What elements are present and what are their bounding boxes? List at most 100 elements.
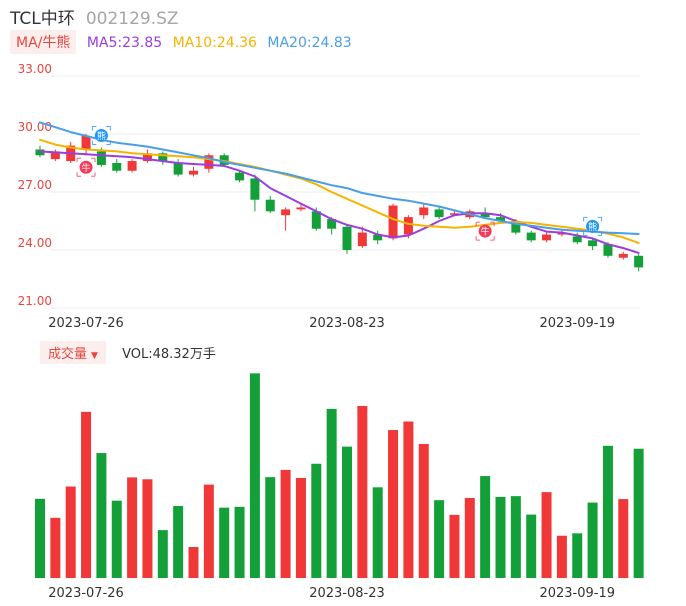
candle-body: [265, 199, 275, 212]
candle-body: [311, 211, 321, 229]
candle-body: [542, 234, 552, 241]
bear-icon: 熊: [583, 216, 603, 236]
volume-bar: [434, 500, 445, 578]
volume-bar: [234, 506, 245, 578]
candle-body: [127, 161, 137, 171]
marker-badge: [79, 160, 93, 174]
volume-bar: [326, 408, 337, 578]
x-date-label: 2023-09-19: [539, 586, 615, 601]
ma5-line: [39, 150, 640, 254]
volume-bar: [541, 492, 552, 578]
candle-body: [572, 236, 582, 243]
bear-icon: 熊: [91, 126, 111, 146]
volume-legend: 成交量 ▼ VOL:48.32万手: [40, 341, 216, 364]
x-date-label: 2023-07-26: [48, 316, 124, 331]
candle-body: [204, 155, 214, 169]
candle-body: [373, 234, 383, 241]
y-tick-label: 27.00: [18, 178, 52, 192]
candle-body: [526, 232, 536, 241]
ma-type-selector[interactable]: MA/牛熊: [10, 30, 77, 54]
volume-bar: [157, 530, 168, 578]
x-date-label: 2023-08-23: [309, 316, 385, 331]
volume-bar: [35, 498, 45, 578]
candle-body: [419, 207, 429, 216]
caret-down-icon: ▼: [91, 351, 98, 361]
stock-name: TCL中环: [10, 9, 75, 29]
volume-bar: [342, 446, 352, 578]
volume-bar: [480, 476, 491, 578]
volume-bar: [510, 496, 521, 578]
x-date-label: 2023-08-23: [309, 586, 385, 601]
volume-type-label: 成交量: [48, 347, 88, 362]
ma5-label: MA5:23.85: [86, 35, 163, 51]
candle-body: [235, 172, 245, 181]
x-date-label: 2023-07-26: [48, 586, 124, 601]
volume-bar: [280, 469, 291, 578]
marker-label: 牛: [481, 226, 490, 238]
candle-body: [618, 253, 628, 258]
candle-body: [81, 135, 91, 150]
ma-legend: MA/牛熊 MA5:23.85 MA10:24.36 MA20:24.83: [10, 30, 352, 54]
candle-body: [96, 151, 106, 165]
candle-body: [296, 207, 306, 210]
ma20-line: [39, 121, 640, 235]
stock-code: 002129.SZ: [85, 9, 179, 29]
volume-bar: [265, 477, 276, 578]
candle-body: [189, 170, 198, 175]
candle-body: [496, 217, 505, 221]
volume-bar: [249, 373, 260, 578]
candle-body: [342, 226, 352, 250]
candle-body: [158, 153, 168, 162]
volume-bar: [449, 514, 460, 578]
volume-type-selector[interactable]: 成交量 ▼: [40, 341, 106, 364]
y-tick-label: 33.00: [18, 62, 52, 76]
marker-label: 牛: [82, 162, 91, 174]
candle-body: [50, 151, 60, 160]
candle-body: [603, 244, 613, 256]
ma10-line: [39, 138, 640, 244]
volume-bar: [219, 507, 230, 578]
y-tick-label: 21.00: [18, 294, 52, 308]
volume-bar: [65, 486, 76, 578]
candle-body: [250, 178, 260, 200]
marker-badge: [586, 219, 600, 233]
marker-badge: [94, 129, 108, 143]
candle-body: [403, 217, 413, 235]
volume-bar: [587, 502, 598, 578]
candle-body: [327, 219, 337, 229]
volume-bar: [526, 514, 537, 578]
candle-body: [634, 255, 644, 268]
bull-icon: 牛: [475, 221, 495, 241]
volume-bar: [618, 499, 629, 578]
volume-bar: [203, 484, 214, 578]
volume-bar: [495, 496, 506, 578]
volume-bar: [96, 453, 107, 578]
volume-bar: [357, 405, 368, 578]
volume-bar: [127, 477, 138, 578]
candle-body: [434, 209, 444, 218]
volume-bar: [311, 463, 322, 578]
y-tick-label: 24.00: [18, 236, 52, 250]
volume-bar: [403, 421, 414, 578]
volume-bar: [572, 533, 583, 578]
volume-bar: [372, 487, 383, 578]
marker-badge: [478, 224, 492, 238]
candle-body: [449, 213, 459, 215]
volume-bar: [81, 411, 92, 578]
ma10-label: MA10:24.36: [172, 35, 257, 51]
volume-bar: [173, 506, 184, 578]
y-tick-label: 30.00: [18, 120, 52, 134]
candle-body: [388, 205, 398, 239]
candle-body: [173, 163, 183, 175]
volume-bar: [633, 448, 644, 578]
bull-icon: 牛: [76, 157, 96, 177]
volume-bar: [556, 535, 567, 578]
marker-label: 熊: [97, 130, 106, 142]
candle-body: [357, 232, 367, 247]
volume-value: VOL:48.32万手: [122, 347, 216, 362]
volume-bar: [111, 500, 122, 578]
candle-body: [112, 163, 122, 171]
candle-body: [142, 153, 152, 162]
volume-bar: [464, 498, 475, 578]
